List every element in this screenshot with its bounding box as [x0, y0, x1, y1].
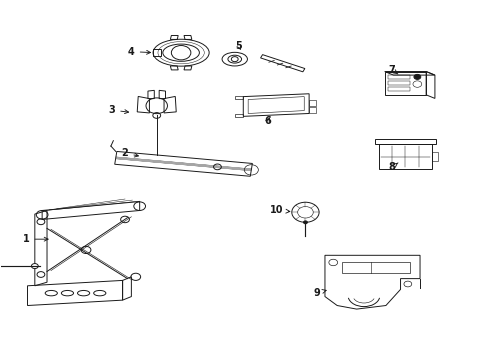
Bar: [387, 75, 409, 79]
Text: 2: 2: [122, 148, 138, 158]
Bar: [387, 81, 409, 85]
Bar: [308, 107, 315, 113]
Text: 8: 8: [387, 162, 397, 172]
Bar: [431, 152, 437, 161]
Circle shape: [413, 75, 420, 80]
Text: 7: 7: [387, 64, 397, 75]
Bar: [387, 87, 409, 90]
Text: 4: 4: [128, 46, 150, 57]
Text: 10: 10: [269, 206, 289, 216]
Text: 5: 5: [235, 41, 242, 50]
Text: 1: 1: [22, 234, 48, 244]
Text: 9: 9: [313, 288, 325, 298]
Text: 3: 3: [108, 105, 128, 115]
Circle shape: [303, 221, 307, 224]
Text: 6: 6: [264, 116, 271, 126]
Bar: [308, 100, 315, 106]
Circle shape: [31, 264, 38, 269]
